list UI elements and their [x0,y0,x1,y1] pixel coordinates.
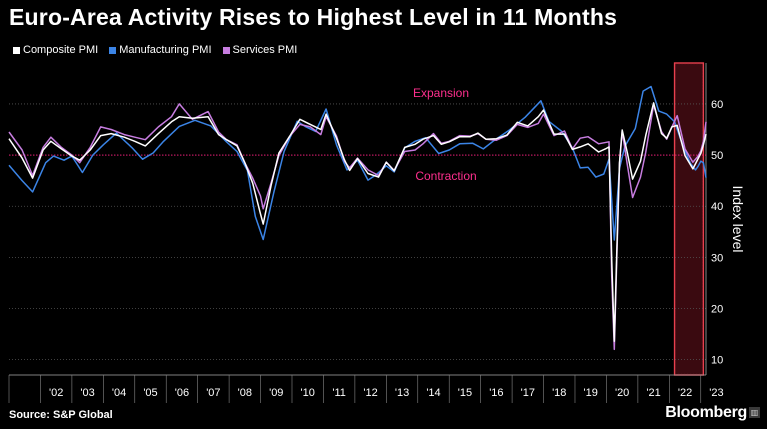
brand-badge-icon: ▥ [749,407,760,418]
y-tick-label: 60 [711,99,723,111]
y-axis-label: Index level [730,186,746,253]
x-tick-label: '17 [521,387,535,399]
x-tick-label: '20 [615,387,629,399]
legend-item-services: Services PMI [222,44,298,56]
x-tick-label: '23 [709,387,723,399]
x-tick-label: '18 [552,387,566,399]
y-tick-label: 10 [711,355,723,367]
y-tick-label: 40 [711,201,723,213]
y-tick-label: 50 [711,150,723,162]
x-tick-label: '05 [143,387,157,399]
x-tick-label: '06 [175,387,189,399]
x-tick-label: '15 [458,387,472,399]
x-tick-label: '10 [301,387,315,399]
legend: Composite PMI Manufacturing PMI Services… [13,44,297,56]
x-tick-label: '08 [238,387,252,399]
contraction-label: Contraction [415,169,476,183]
highlight-region [673,62,705,376]
chart-title: Euro-Area Activity Rises to Highest Leve… [9,4,618,30]
x-tick-label: '04 [112,387,126,399]
x-tick-label: '21 [646,387,660,399]
x-tick-label: '07 [206,387,220,399]
x-tick-label: '09 [269,387,283,399]
legend-swatch-services [222,46,230,54]
x-tick-label: '22 [678,387,692,399]
x-tick-label: '11 [332,387,346,399]
series-line-manufacturing [8,85,707,241]
series-line-composite [8,102,707,342]
legend-label-manufacturing: Manufacturing PMI [119,44,212,56]
x-tick-label: '13 [395,387,409,399]
y-tick-label: 30 [711,252,723,264]
brand-logo: Bloomberg [665,404,747,421]
x-tick-label: '16 [489,387,503,399]
legend-item-manufacturing: Manufacturing PMI [109,44,212,56]
legend-swatch-composite [13,46,20,54]
x-tick-label: '14 [426,387,440,399]
x-tick-label: '19 [584,387,598,399]
x-tick-label: '03 [80,387,94,399]
series-line-services [8,103,707,351]
legend-label-services: Services PMI [232,44,298,56]
expansion-label: Expansion [413,86,469,100]
x-tick-label: '12 [363,387,377,399]
x-tick-label: '02 [49,387,63,399]
source-note: Source: S&P Global [9,409,113,421]
legend-swatch-manufacturing [109,46,117,54]
legend-label-composite: Composite PMI [23,44,99,56]
y-tick-label: 20 [711,304,723,316]
legend-item-composite: Composite PMI [13,44,98,56]
